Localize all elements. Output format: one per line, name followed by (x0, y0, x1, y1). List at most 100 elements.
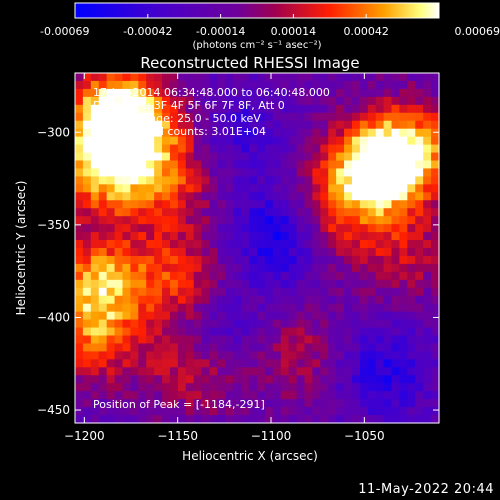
heatmap-cell (169, 399, 179, 408)
heatmap-cell (169, 216, 179, 225)
heatmap-cell (146, 88, 155, 98)
heatmap-cell (320, 208, 329, 217)
heatmap-cell (185, 232, 195, 241)
heatmap-cell (257, 407, 266, 416)
heatmap-cell (130, 104, 139, 114)
heatmap-cell (272, 73, 282, 82)
heatmap-cell (399, 232, 408, 241)
heatmap-cell (431, 359, 440, 368)
heatmap-cell (209, 359, 219, 368)
heatmap-cell (233, 367, 242, 376)
heatmap-cell (154, 176, 163, 185)
heatmap-cell (225, 232, 234, 241)
heatmap-cell (75, 120, 84, 130)
heatmap-cell (304, 104, 313, 114)
heatmap-cell (288, 343, 298, 352)
heatmap-cell (264, 391, 274, 400)
heatmap-cell (82, 319, 92, 329)
heatmap-cell (106, 224, 116, 233)
heatmap-cell (209, 168, 219, 177)
heatmap-cell (249, 383, 258, 392)
heatmap-cell (328, 351, 337, 360)
heatmap-cell (217, 104, 226, 114)
heatmap-cell (122, 407, 131, 416)
heatmap-cell (138, 383, 147, 392)
heatmap-cell (328, 88, 337, 98)
heatmap-cell (391, 232, 401, 241)
heatmap-cell (146, 407, 155, 416)
heatmap-cell (415, 248, 424, 257)
heatmap-cell (177, 415, 187, 424)
heatmap-cell (233, 168, 242, 177)
heatmap-cell (122, 128, 131, 138)
heatmap-cell (249, 359, 258, 368)
heatmap-cell (209, 144, 219, 154)
heatmap-cell (130, 248, 139, 257)
heatmap-cell (201, 383, 211, 392)
heatmap-cell (82, 73, 92, 82)
heatmap-cell (130, 335, 139, 345)
heatmap-cell (367, 359, 377, 368)
heatmap-cell (288, 263, 298, 273)
heatmap-cell (423, 96, 432, 106)
heatmap-cell (130, 327, 139, 337)
heatmap-cell (257, 255, 266, 265)
heatmap-cell (90, 176, 100, 185)
heatmap-cell (98, 144, 108, 154)
y-tick-label: −400 (37, 310, 70, 324)
heatmap-cell (383, 232, 393, 241)
heatmap-cell (122, 120, 131, 130)
heatmap-cell (328, 303, 337, 313)
heatmap-cell (138, 192, 147, 201)
heatmap-cell (82, 104, 92, 114)
heatmap-cell (249, 144, 258, 154)
heatmap-cell (209, 136, 219, 146)
heatmap-cell (106, 104, 116, 114)
heatmap-cell (383, 335, 393, 345)
heatmap-cell (336, 351, 345, 360)
heatmap-cell (336, 104, 345, 114)
heatmap-cell (375, 176, 385, 185)
heatmap-cell (320, 184, 329, 193)
heatmap-cell (177, 96, 187, 106)
heatmap-cell (75, 248, 84, 257)
heatmap-cell (122, 399, 131, 408)
heatmap-cell (312, 367, 321, 376)
heatmap-cell (383, 287, 393, 297)
heatmap-cell (304, 383, 313, 392)
heatmap-cell (177, 287, 187, 297)
heatmap-cell (264, 208, 274, 217)
heatmap-cell (225, 208, 234, 217)
heatmap-cell (106, 176, 116, 185)
heatmap-cell (185, 128, 195, 138)
heatmap-cell (154, 168, 163, 177)
heatmap-cell (272, 80, 282, 90)
heatmap-cell (264, 144, 274, 154)
heatmap-cell (264, 88, 274, 98)
heatmap-cell (209, 232, 219, 241)
heatmap-cell (320, 327, 329, 337)
heatmap-cell (162, 73, 171, 82)
heatmap-cell (391, 303, 401, 313)
heatmap-cell (359, 248, 369, 257)
heatmap-cell (375, 415, 385, 424)
heatmap-cell (288, 240, 298, 249)
heatmap-cell (75, 136, 84, 146)
heatmap-cell (209, 263, 219, 273)
heatmap-cell (423, 224, 432, 233)
heatmap-cell (90, 343, 100, 352)
heatmap-cell (233, 216, 242, 225)
heatmap-cell (344, 73, 353, 82)
heatmap-cell (280, 375, 290, 384)
heatmap-cell (162, 263, 171, 273)
heatmap-cell (201, 184, 211, 193)
heatmap-cell (138, 375, 147, 384)
heatmap-cell (75, 80, 84, 90)
heatmap-cell (423, 200, 432, 209)
heatmap-cell (328, 271, 337, 281)
heatmap-cell (320, 351, 329, 360)
heatmap-cell (154, 391, 163, 400)
heatmap-cell (423, 216, 432, 225)
heatmap-cell (106, 88, 116, 98)
heatmap-cell (122, 240, 131, 249)
